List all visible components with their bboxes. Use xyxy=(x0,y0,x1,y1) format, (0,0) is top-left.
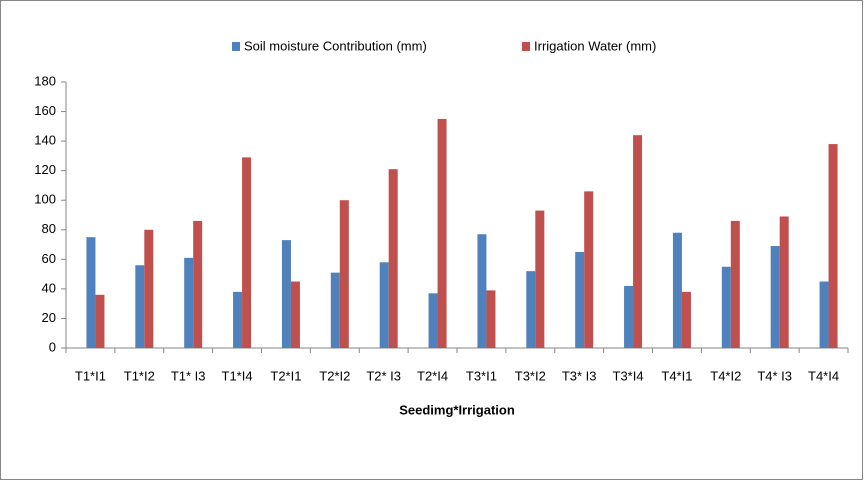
x-axis-title: Seedimg*Irrigation xyxy=(399,402,515,417)
bar xyxy=(95,294,105,348)
bar xyxy=(672,232,682,348)
x-tick-label: T3*I2 xyxy=(515,368,546,383)
y-tick-label: 20 xyxy=(42,310,56,325)
legend-swatch xyxy=(232,42,240,51)
x-tick-label: T1*I1 xyxy=(75,368,106,383)
bar xyxy=(144,229,154,348)
x-tick-label: T2*I2 xyxy=(319,368,350,383)
bar xyxy=(193,220,203,348)
y-tick-label: 0 xyxy=(49,339,56,354)
bar xyxy=(779,216,789,348)
x-tick-label: T3*I4 xyxy=(613,368,644,383)
y-tick-label: 120 xyxy=(34,162,56,177)
y-tick-label: 40 xyxy=(42,280,56,295)
x-tick-label: T1*I2 xyxy=(124,368,155,383)
y-tick-label: 160 xyxy=(34,103,56,118)
bar xyxy=(681,291,691,348)
x-tick-label: T2* I3 xyxy=(366,368,401,383)
x-tick-label: T1*I4 xyxy=(222,368,253,383)
bar xyxy=(477,234,487,348)
bar xyxy=(242,157,252,348)
x-tick-label: T4*I2 xyxy=(710,368,741,383)
bar xyxy=(486,290,496,348)
y-tick-label: 180 xyxy=(34,73,56,88)
x-tick-label: T4*I1 xyxy=(661,368,692,383)
x-tick-label: T2*I1 xyxy=(270,368,301,383)
y-tick-label: 100 xyxy=(34,192,56,207)
x-tick-label: T3* I3 xyxy=(562,368,597,383)
y-tick-label: 80 xyxy=(42,221,56,236)
x-tick-label: T3*I1 xyxy=(466,368,497,383)
bar xyxy=(575,251,585,348)
bar xyxy=(721,266,731,348)
x-tick-label: T2*I4 xyxy=(417,368,448,383)
bar xyxy=(184,257,194,348)
bar xyxy=(730,220,740,348)
bar xyxy=(819,281,829,348)
bar xyxy=(633,135,643,348)
y-tick-label: 140 xyxy=(34,133,56,148)
legend-swatch xyxy=(522,42,530,51)
bar xyxy=(233,291,243,348)
x-tick-label: T1* I3 xyxy=(171,368,206,383)
bar xyxy=(535,210,545,348)
bar xyxy=(624,285,634,348)
legend-label: Irrigation Water (mm) xyxy=(534,38,656,53)
x-tick-label: T4*I4 xyxy=(808,368,839,383)
bar xyxy=(135,265,145,348)
bar xyxy=(339,200,349,348)
bar xyxy=(526,271,536,348)
bar xyxy=(388,169,398,348)
bar xyxy=(437,118,447,348)
y-tick-label: 60 xyxy=(42,251,56,266)
bar xyxy=(828,144,838,348)
bar xyxy=(770,246,780,348)
legend-label: Soil moisture Contribution (mm) xyxy=(244,38,427,53)
bar xyxy=(379,262,389,348)
bar xyxy=(290,281,300,348)
bar xyxy=(281,240,291,348)
bar xyxy=(428,293,438,348)
x-tick-label: T4* I3 xyxy=(757,368,792,383)
bar xyxy=(330,272,340,348)
bar xyxy=(86,237,96,348)
bar xyxy=(584,191,594,348)
